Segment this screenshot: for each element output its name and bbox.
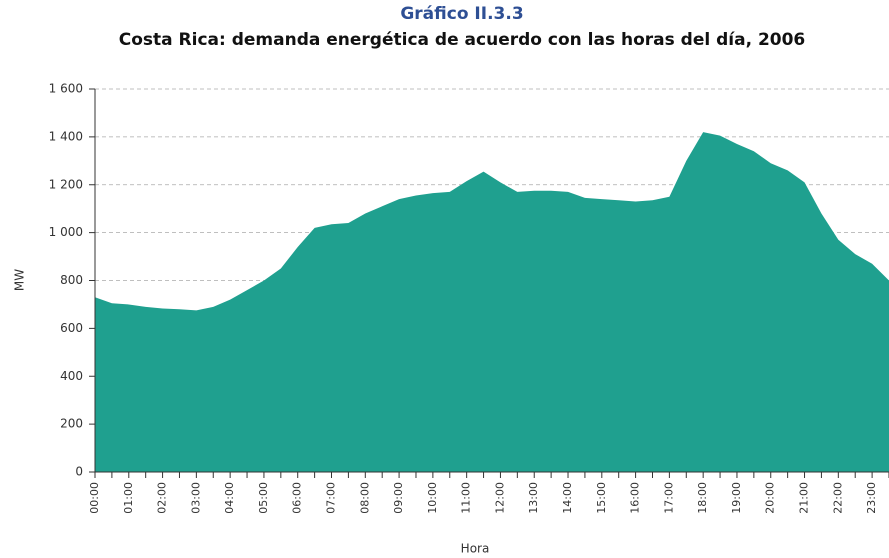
y-tick-label: 800	[60, 273, 83, 287]
x-tick-label: 14:00	[561, 482, 574, 514]
x-tick-label: 00:00	[88, 482, 101, 514]
area	[95, 132, 889, 472]
y-tick-label: 200	[60, 417, 83, 431]
x-tick-label: 18:00	[696, 482, 709, 514]
y-tick-label: 400	[60, 369, 83, 383]
x-tick-label: 13:00	[527, 482, 540, 514]
x-tick-label: 09:00	[392, 482, 405, 514]
x-tick-label: 01:00	[122, 482, 135, 514]
x-tick-label: 02:00	[156, 482, 169, 514]
y-tick-label: 0	[75, 465, 83, 479]
x-tick-label: 23:00	[865, 482, 878, 514]
x-tick-label: 08:00	[358, 482, 371, 514]
x-tick-label: 20:00	[764, 482, 777, 514]
x-tick-label: 19:00	[730, 482, 743, 514]
chart-subtitle: Costa Rica: demanda energética de acuerd…	[119, 30, 806, 50]
x-tick-label: 03:00	[189, 482, 202, 514]
x-tick-label: 10:00	[426, 482, 439, 514]
chart-title: Gráfico II.3.3	[400, 4, 523, 24]
x-tick-label: 07:00	[325, 482, 338, 514]
x-tick-label: 16:00	[629, 482, 642, 514]
x-tick-label: 05:00	[257, 482, 270, 514]
y-tick-label: 1 200	[49, 177, 83, 191]
y-tick-label: 1 600	[49, 82, 83, 96]
x-tick-label: 21:00	[798, 482, 811, 514]
y-axis-label: MW	[13, 269, 27, 291]
x-tick-label: 11:00	[460, 482, 473, 514]
x-tick-label: 15:00	[595, 482, 608, 514]
x-axis-label: Hora	[461, 542, 490, 556]
x-tick-label: 04:00	[223, 482, 236, 514]
x-tick-label: 22:00	[831, 482, 844, 514]
x-tick-label: 06:00	[291, 482, 304, 514]
y-tick-label: 600	[60, 321, 83, 335]
y-tick-label: 1 000	[49, 225, 83, 239]
x-tick-label: 17:00	[662, 482, 675, 514]
y-tick-label: 1 400	[49, 129, 83, 143]
x-tick-label: 12:00	[493, 482, 506, 514]
